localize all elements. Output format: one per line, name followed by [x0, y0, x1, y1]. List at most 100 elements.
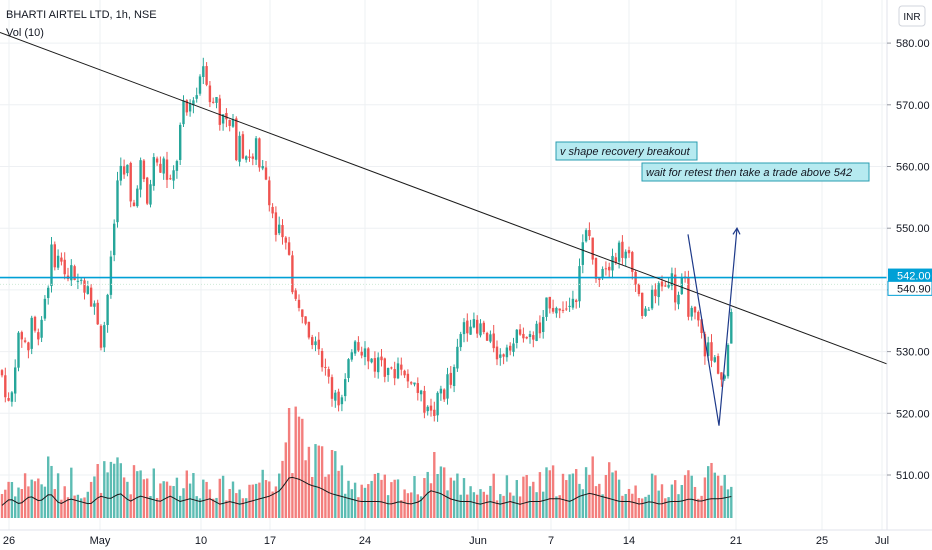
- candle-body: [169, 178, 172, 180]
- price-axis[interactable]: 510.00520.00530.00540.00550.00560.00570.…: [886, 0, 930, 530]
- candle-body: [608, 266, 611, 271]
- candle-body: [515, 329, 518, 343]
- volume-bar: [27, 486, 30, 518]
- candle-body: [452, 366, 456, 387]
- candle-body: [594, 258, 598, 279]
- candle-body: [261, 166, 264, 169]
- volume-bar: [380, 479, 383, 518]
- volume-bar: [337, 470, 340, 518]
- price-tag-box: [888, 268, 932, 283]
- candle-body: [723, 375, 726, 379]
- volume-bar: [667, 497, 670, 518]
- volume-bar: [677, 494, 680, 518]
- candle-body: [268, 180, 271, 206]
- volume-bar: [179, 495, 182, 518]
- volume-bar: [568, 474, 571, 518]
- candle-body: [538, 322, 542, 334]
- candle-body: [670, 273, 674, 286]
- currency-label: INR: [903, 12, 920, 23]
- volume-bar: [644, 496, 647, 518]
- currency-button[interactable]: INR: [898, 5, 926, 27]
- candle-body: [657, 283, 660, 298]
- candle-body: [311, 337, 314, 346]
- volume-bar: [396, 479, 400, 518]
- volume-indicator-label[interactable]: Vol (10): [6, 27, 44, 39]
- volume-bar: [284, 442, 287, 518]
- time-axis[interactable]: 26 May 10 17 24 Jun 7 14 21 25 Jul: [0, 529, 932, 547]
- volume-bar: [370, 480, 373, 518]
- volume-bar: [565, 480, 568, 518]
- volume-bar: [555, 496, 558, 518]
- candle-body: [528, 334, 532, 337]
- time-tick-label: 24: [359, 535, 371, 547]
- volume-bar: [215, 497, 218, 518]
- volume-bar: [235, 493, 238, 518]
- volume-bars: [0, 406, 733, 518]
- volume-bar: [66, 497, 70, 518]
- note-v-shape[interactable]: v shape recovery breakout: [555, 141, 698, 161]
- volume-bar: [419, 496, 423, 518]
- volume-bar: [278, 473, 281, 518]
- candle-body: [571, 298, 575, 308]
- horizontal-levels: [0, 276, 887, 285]
- volume-bar: [169, 485, 172, 518]
- volume-bar: [70, 467, 73, 518]
- volume-bar: [509, 492, 512, 518]
- candle-body: [650, 289, 654, 309]
- note-retest-box: [641, 162, 870, 182]
- time-tick-label: Jun: [469, 535, 487, 547]
- trendline-drawing[interactable]: [0, 31, 888, 365]
- candle-body: [680, 277, 683, 295]
- candle-body: [674, 274, 677, 303]
- candle-body: [241, 134, 245, 159]
- volume-bar: [542, 491, 545, 518]
- volume-bar: [581, 489, 584, 518]
- candle-body: [353, 341, 357, 354]
- volume-bar: [518, 496, 522, 518]
- volume-bar: [165, 481, 169, 518]
- volume-bar: [119, 463, 122, 518]
- volume-bar: [212, 498, 215, 518]
- v-shape-arrowhead: [732, 226, 741, 235]
- volume-bar: [86, 491, 89, 518]
- candle-body: [254, 138, 258, 160]
- candle-body: [707, 342, 710, 356]
- v-shape-drawing[interactable]: [687, 226, 741, 426]
- candle-body: [60, 257, 63, 262]
- volume-bar: [109, 461, 113, 518]
- candle-body: [162, 158, 165, 174]
- candle-body: [416, 383, 419, 393]
- candle-body: [631, 252, 634, 272]
- candle-body: [126, 164, 129, 174]
- candle-body: [225, 113, 228, 120]
- volume-bar: [113, 463, 116, 518]
- candle-body: [456, 346, 459, 369]
- candle-body: [307, 321, 311, 338]
- volume-bar: [650, 473, 654, 518]
- volume-bar: [726, 489, 730, 518]
- volume-bar: [436, 474, 439, 518]
- volume-bar: [347, 480, 350, 518]
- volume-bar: [287, 408, 291, 518]
- candle-body: [218, 98, 221, 125]
- volume-bar: [76, 494, 80, 518]
- price-tag-label: 542.00: [897, 271, 931, 283]
- candle-body: [258, 138, 261, 168]
- volume-bar: [320, 446, 324, 518]
- candle-body: [584, 230, 588, 242]
- time-tick-label: 10: [195, 535, 207, 547]
- volume-bar: [99, 492, 103, 518]
- volume-bar: [155, 497, 159, 518]
- candle-body: [175, 161, 179, 171]
- candle-body: [716, 356, 720, 374]
- v-shape-line: [687, 228, 738, 426]
- candle-body: [122, 166, 126, 175]
- volume-bar: [182, 488, 185, 518]
- candle-body: [393, 369, 396, 379]
- candle-body: [47, 287, 50, 298]
- note-retest[interactable]: wait for retest then take a trade above …: [641, 162, 870, 182]
- candle-body: [522, 333, 525, 339]
